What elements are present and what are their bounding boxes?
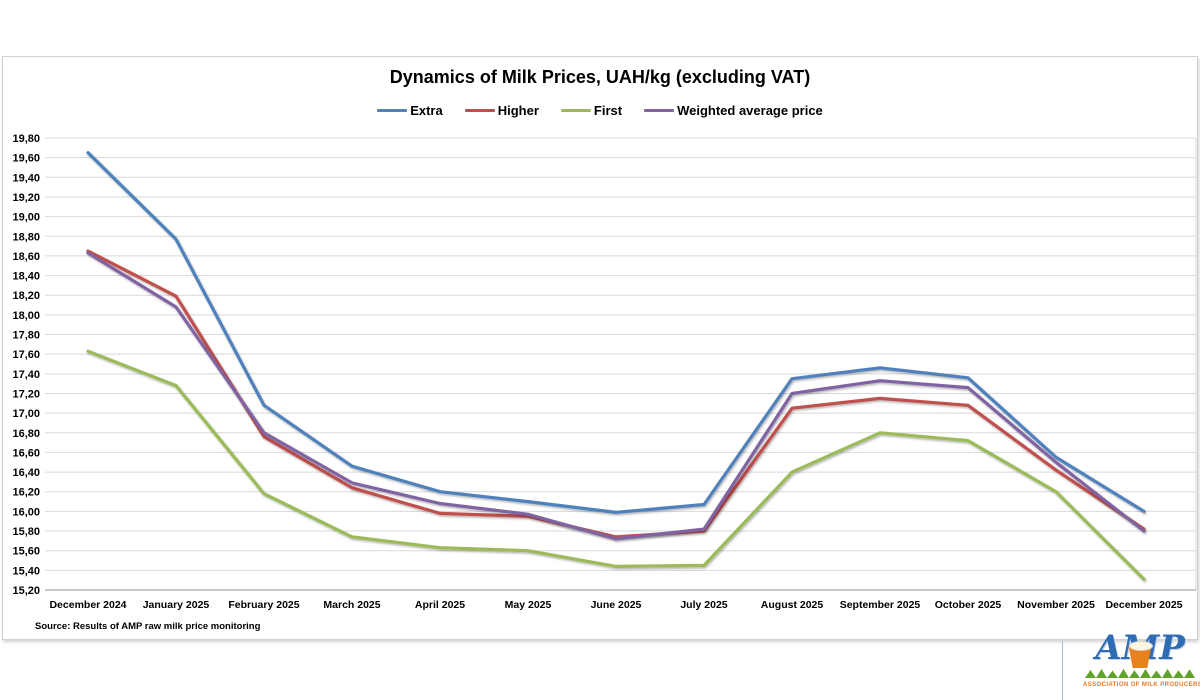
legend-label: Weighted average price xyxy=(677,103,823,118)
chart-panel xyxy=(2,56,1198,640)
y-tick-label: 18,60 xyxy=(12,251,40,263)
y-tick-label: 18,20 xyxy=(12,290,40,302)
y-tick-label: 16,20 xyxy=(12,487,40,499)
legend-label: First xyxy=(593,103,623,118)
legend-line-swatch xyxy=(644,109,675,112)
y-tick-label: 19,60 xyxy=(12,153,40,165)
x-tick-label: November 2025 xyxy=(1017,599,1095,611)
chart-title: Dynamics of Milk Prices, UAH/kg (excludi… xyxy=(389,67,811,87)
x-tick-label: August 2025 xyxy=(761,599,824,611)
series-line-weighted-average-price xyxy=(86,251,1146,541)
milk-bucket-icon xyxy=(1128,645,1152,668)
source-note: Source: Results of AMP raw milk price mo… xyxy=(35,621,261,632)
series-line-higher xyxy=(86,249,1146,539)
y-tick-label: 16,80 xyxy=(12,428,40,440)
y-tick-label: 19,40 xyxy=(12,172,40,184)
x-tick-label: June 2025 xyxy=(591,599,642,611)
grass-decoration-icon xyxy=(1085,668,1195,678)
legend-item-extra: Extra xyxy=(377,103,443,118)
y-tick-label: 18,80 xyxy=(12,231,40,243)
series-line-first xyxy=(86,349,1146,581)
legend-line-swatch xyxy=(464,109,495,112)
x-tick-label: April 2025 xyxy=(415,599,465,611)
legend-line-swatch xyxy=(560,109,591,112)
y-tick-label: 17,80 xyxy=(12,330,40,342)
y-tick-label: 19,80 xyxy=(12,133,40,145)
y-tick-label: 16,00 xyxy=(12,506,40,518)
chart-legend: Extra Higher First Weighted average price xyxy=(0,103,1200,118)
x-tick-label: February 2025 xyxy=(228,599,299,611)
amp-logo: AMP ASSOCIATION OF MILK PRODUCERS xyxy=(1083,628,1200,696)
y-tick-label: 16,60 xyxy=(12,447,40,459)
y-tick-label: 15,80 xyxy=(12,526,40,538)
y-tick-label: 17,60 xyxy=(12,349,40,361)
series-line-extra xyxy=(86,151,1146,514)
x-tick-label: July 2025 xyxy=(680,599,727,611)
x-tick-label: March 2025 xyxy=(323,599,380,611)
x-tick-label: October 2025 xyxy=(935,599,1002,611)
y-tick-label: 18,00 xyxy=(12,310,40,322)
logo-divider xyxy=(1062,641,1063,700)
x-tick-label: December 2024 xyxy=(49,599,126,611)
legend-item-first: First xyxy=(560,103,623,118)
y-tick-label: 16,40 xyxy=(12,467,40,479)
x-tick-label: January 2025 xyxy=(143,599,210,611)
legend-label: Higher xyxy=(497,103,539,118)
y-tick-label: 19,20 xyxy=(12,192,40,204)
legend-line-swatch xyxy=(377,109,408,112)
amp-logo-subtext: ASSOCIATION OF MILK PRODUCERS xyxy=(1083,682,1200,688)
y-tick-label: 15,40 xyxy=(12,565,40,577)
y-tick-label: 17,40 xyxy=(12,369,40,381)
x-tick-label: December 2025 xyxy=(1105,599,1182,611)
milk-surface-icon xyxy=(1129,641,1153,651)
y-tick-label: 17,20 xyxy=(12,388,40,400)
y-tick-label: 15,20 xyxy=(12,585,40,597)
y-tick-label: 19,00 xyxy=(12,212,40,224)
legend-label: Extra xyxy=(410,103,443,118)
x-tick-label: September 2025 xyxy=(840,599,921,611)
x-tick-label: May 2025 xyxy=(505,599,552,611)
legend-item-weighted-average-price: Weighted average price xyxy=(644,103,823,118)
y-tick-label: 17,00 xyxy=(12,408,40,420)
legend-item-higher: Higher xyxy=(464,103,539,118)
y-tick-label: 18,40 xyxy=(12,271,40,283)
y-tick-label: 15,60 xyxy=(12,546,40,558)
